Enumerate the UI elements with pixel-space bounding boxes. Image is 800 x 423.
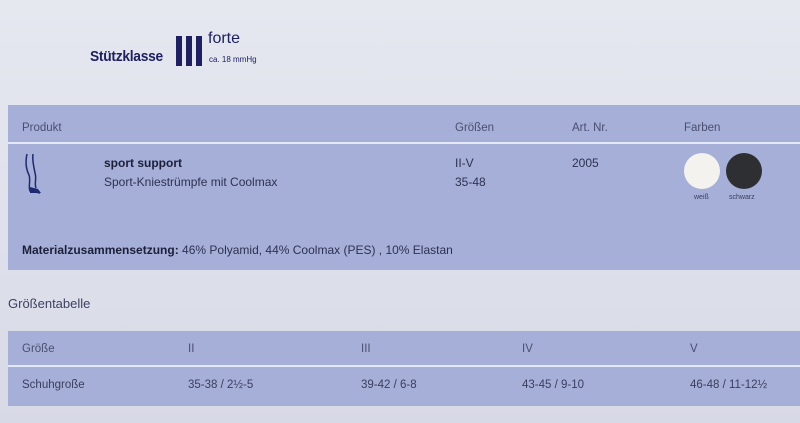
shoe-size-ii: 35-38 / 2½-5 (188, 379, 254, 391)
col-groessen: Größen (455, 122, 494, 134)
color-swatch-white[interactable] (684, 153, 720, 189)
color-label-white: weiß (694, 194, 709, 201)
col-farben: Farben (684, 122, 721, 134)
color-swatch-black[interactable] (726, 153, 762, 189)
shoe-size-label: Schuhgroße (22, 379, 85, 391)
article-number: 2005 (572, 156, 599, 170)
size-table: Größe II III IV V Schuhgroße 35-38 / 2½-… (8, 331, 800, 406)
size-header-iv: IV (522, 343, 533, 355)
support-class-forte: forte (208, 30, 241, 47)
size-header-label: Größe (22, 343, 55, 355)
shoe-size-iv: 43-45 / 9-10 (522, 379, 585, 391)
color-label-black: schwarz (729, 194, 755, 201)
support-class-label: Stützklasse (90, 48, 163, 65)
col-art-nr: Art. Nr. (572, 122, 608, 134)
support-class-roman (176, 36, 202, 66)
col-produkt: Produkt (22, 122, 62, 134)
shoe-size-iii: 39-42 / 6-8 (361, 379, 417, 391)
pressure-label: ca. 18 mmHg (209, 55, 257, 64)
product-name: sport support (104, 156, 182, 170)
size-header-iii: III (361, 343, 371, 355)
size-header-v: V (690, 343, 698, 355)
divider (8, 365, 800, 367)
product-table: Produkt Größen Art. Nr. Farben sport sup… (8, 105, 800, 270)
size-table-title: Größentabelle (8, 296, 91, 311)
leg-stocking-icon (25, 153, 41, 194)
material-composition: Materialzusammensetzung: 46% Polyamid, 4… (22, 243, 453, 257)
material-label: Materialzusammensetzung: (22, 243, 179, 257)
size-header-ii: II (188, 343, 195, 355)
material-value: 46% Polyamid, 44% Coolmax (PES) , 10% El… (178, 243, 453, 257)
divider (8, 142, 800, 144)
shoe-size-v: 46-48 / 11-12½ (690, 379, 768, 391)
shoe-size-range: 35-48 (455, 175, 486, 189)
product-description: Sport-Kniestrümpfe mit Coolmax (104, 175, 278, 189)
size-range: II-V (455, 156, 474, 170)
